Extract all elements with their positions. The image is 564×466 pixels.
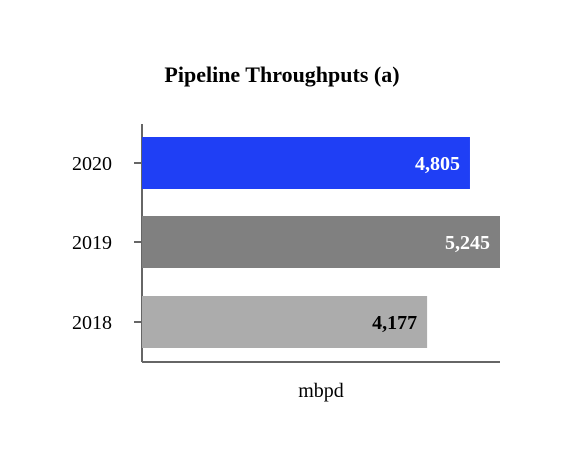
x-axis-title: mbpd (298, 380, 344, 402)
y-tick-label-2018: 2018 (72, 312, 112, 334)
y-tick-label-2019: 2019 (72, 232, 112, 254)
data-label-2020: 4,805 (415, 153, 460, 175)
bar-2019 (142, 216, 500, 268)
y-tick-label-2020: 2020 (72, 153, 112, 175)
bar-2018 (142, 296, 428, 348)
chart-title: Pipeline Throughputs (a) (164, 62, 400, 87)
data-label-2018: 4,177 (372, 312, 417, 334)
bar-2020 (142, 137, 470, 189)
data-label-2019: 5,245 (445, 232, 490, 254)
